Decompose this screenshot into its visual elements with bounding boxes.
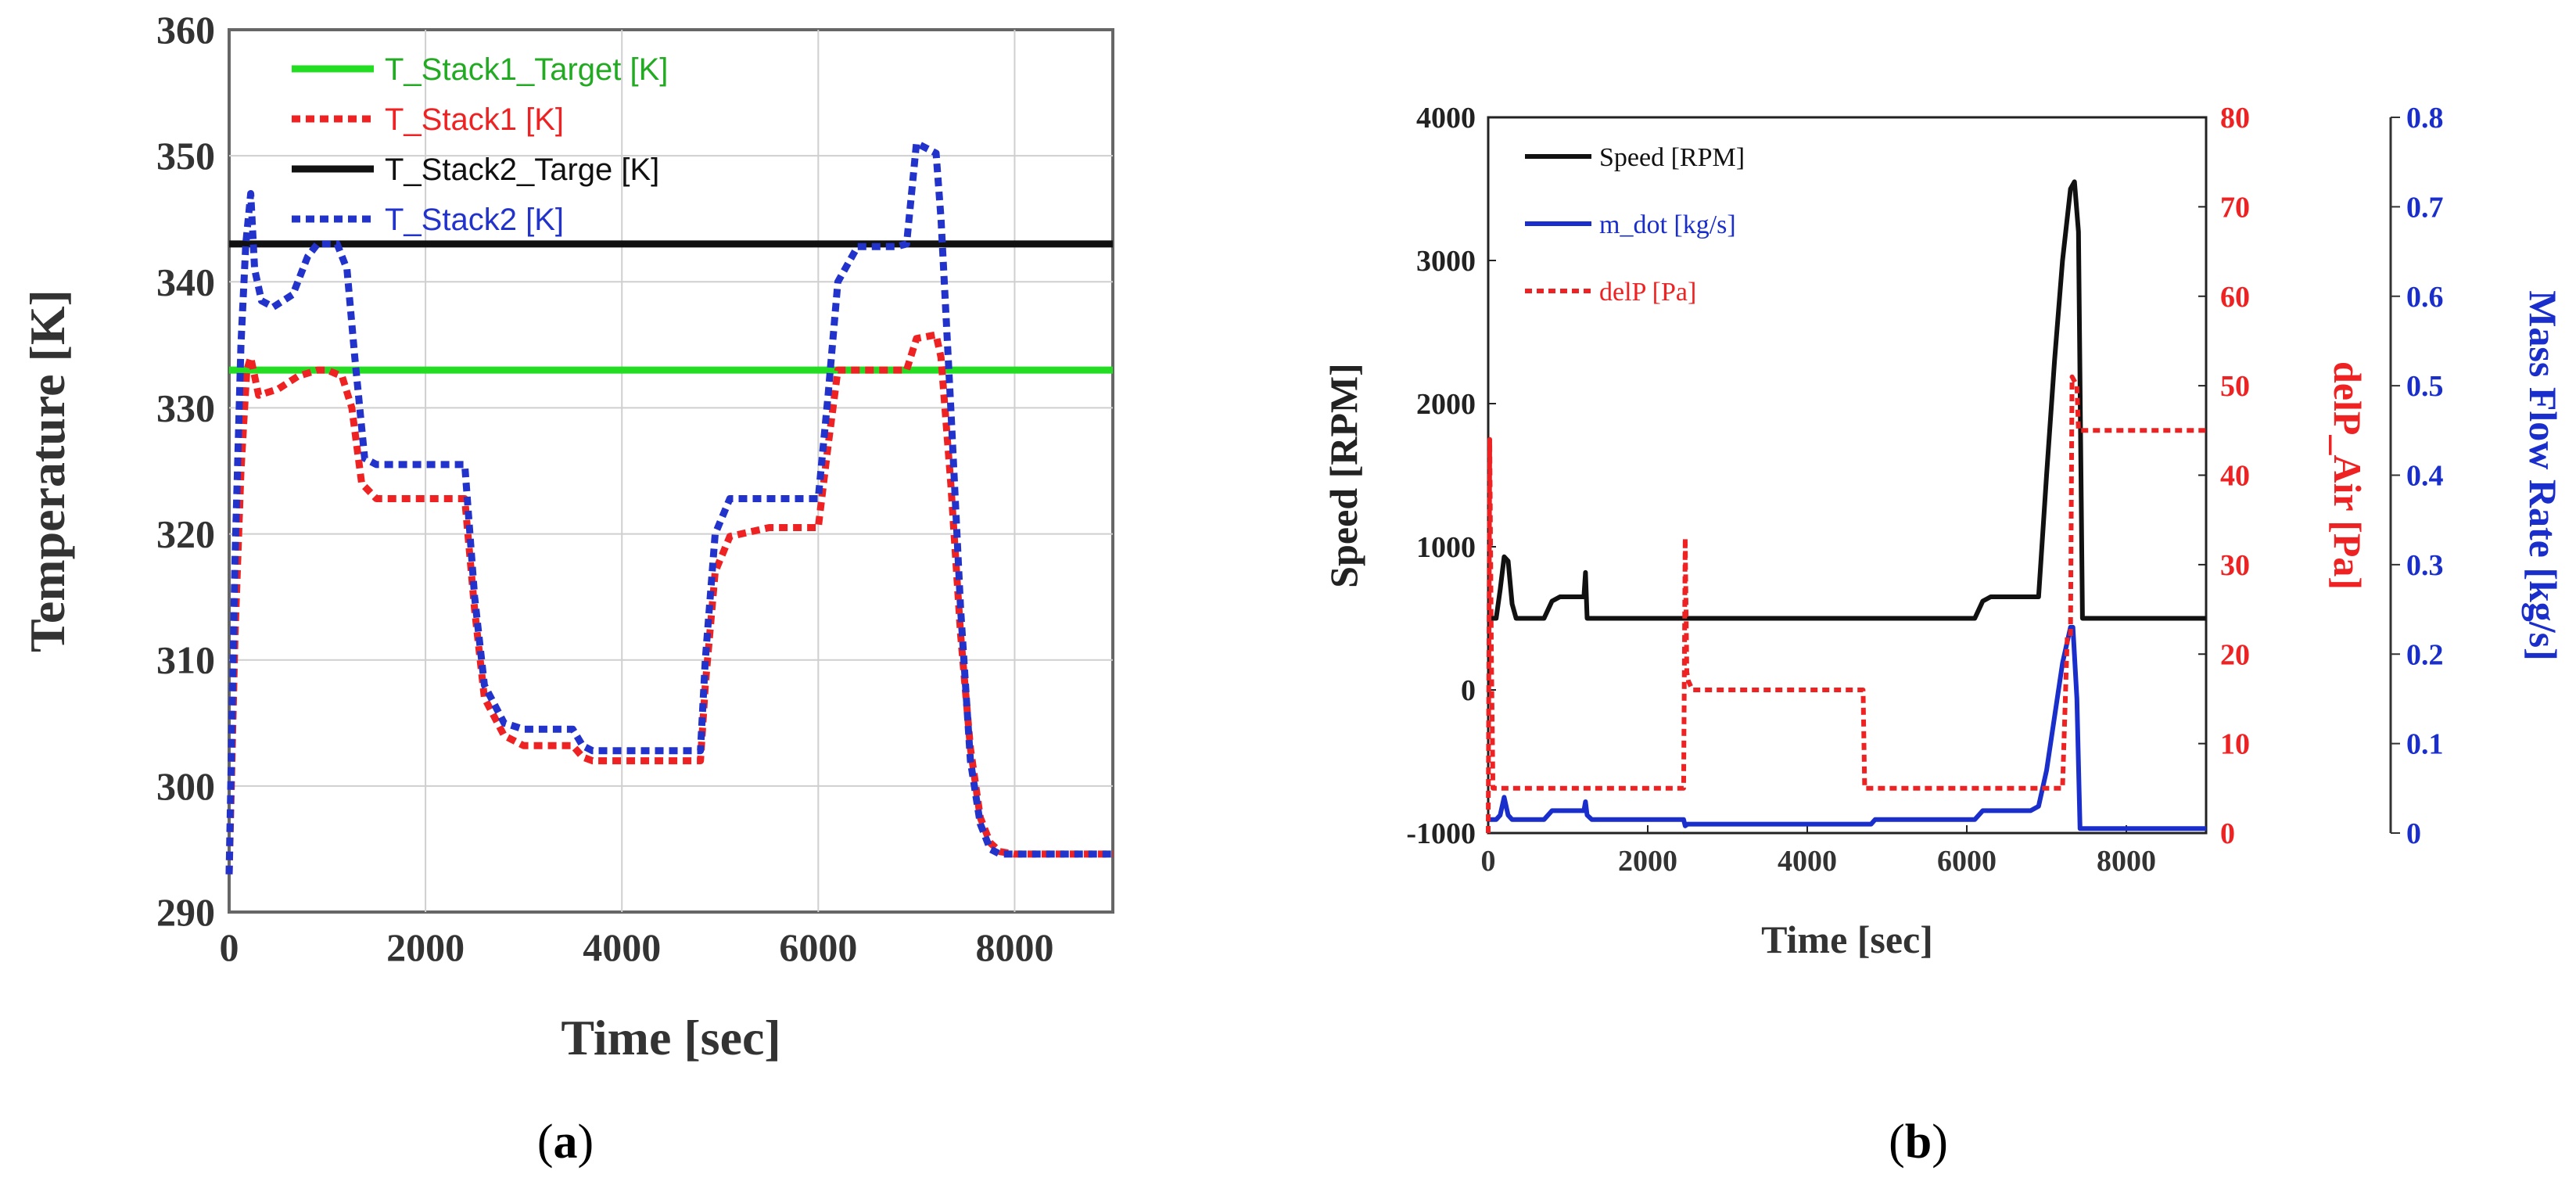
chart-a-xtick-label: 0 bbox=[220, 925, 239, 969]
chart-b-ytick-left-label: 0 bbox=[1461, 674, 1476, 707]
chart-a-ytick-label: 290 bbox=[156, 890, 215, 934]
chart-b-ytick-right1-label: 0 bbox=[2220, 817, 2235, 850]
chart-a-legend-label: T_Stack2_Targe [K] bbox=[385, 153, 659, 187]
chart-a-ytick-label: 330 bbox=[156, 386, 215, 429]
chart-b-ytick-right1-label: 40 bbox=[2220, 460, 2250, 493]
chart-b-ytick-right2-label: 0.6 bbox=[2406, 281, 2444, 314]
chart-b-ytick-right1-label: 80 bbox=[2220, 102, 2250, 135]
chart-a-legend-label: T_Stack1 [K] bbox=[385, 102, 564, 137]
chart-a-xlabel: Time [sec] bbox=[561, 1010, 780, 1065]
chart-b-legend-label: delP [Pa] bbox=[1599, 278, 1696, 307]
chart-b-ytick-right2-label: 0.4 bbox=[2406, 460, 2444, 493]
chart-a-ytick-label: 340 bbox=[156, 260, 215, 303]
chart-a-series-line-4 bbox=[225, 139, 1113, 875]
chart-b-plot-area bbox=[1487, 116, 2208, 835]
chart-b-ylabel-left: Speed [RPM] bbox=[1322, 363, 1365, 587]
chart-a-caption: (a) bbox=[537, 1115, 594, 1169]
chart-b-ytick-right1-label: 50 bbox=[2220, 370, 2250, 403]
chart-b-xtick-label: 8000 bbox=[2097, 845, 2156, 878]
chart-a-plot-area bbox=[228, 28, 1114, 914]
chart-b-caption: (b) bbox=[1889, 1115, 1948, 1169]
chart-b-legend-label: m_dot [kg/s] bbox=[1599, 210, 1736, 239]
chart-a-xtick-label: 2000 bbox=[386, 925, 465, 969]
chart-b-series bbox=[1486, 179, 2206, 834]
chart-b-tick-labels: 0 2000 4000 6000 8000-1000010002000300040000… bbox=[1406, 102, 2443, 878]
chart-b: 0 2000 4000 6000 8000-1000010002000300040000… bbox=[1322, 102, 2565, 1169]
chart-b-series-line-1 bbox=[1488, 179, 2206, 621]
chart-b-ytick-right2-label: 0.7 bbox=[2406, 191, 2444, 224]
chart-b-legend-label: Speed [RPM] bbox=[1599, 143, 1745, 172]
chart-b-series-line-3 bbox=[1486, 374, 2206, 834]
chart-b-ytick-right1-label: 60 bbox=[2220, 281, 2250, 314]
chart-a-tick-labels: 0 2000 4000 6000 8000 290 300 310 320 330 340 350 36… bbox=[156, 8, 1053, 969]
chart-b-ytick-right1-label: 30 bbox=[2220, 549, 2250, 582]
chart-b-xtick-label: 0 bbox=[1481, 845, 1496, 878]
chart-a-gridlines bbox=[229, 30, 1113, 912]
chart-a-legend-label: T_Stack2 [K] bbox=[385, 203, 564, 237]
chart-b-ytick-right2-label: 0.2 bbox=[2406, 638, 2444, 671]
chart-b-ylabel-right2: Mass Flow Rate [kg/s] bbox=[2521, 290, 2565, 661]
chart-b-xtick-label: 6000 bbox=[1937, 845, 1997, 878]
chart-b-legend: Speed [RPM] m_dot [kg/s] delP [Pa] bbox=[1525, 143, 1745, 307]
chart-b-ytick-right2-label: 0.3 bbox=[2406, 549, 2444, 582]
chart-a-ytick-label: 360 bbox=[156, 8, 215, 52]
chart-a-ytick-label: 350 bbox=[156, 134, 215, 178]
chart-b-ytick-right2-label: 0 bbox=[2406, 817, 2421, 850]
chart-a-ylabel: Temperature [K] bbox=[20, 289, 75, 652]
chart-b-ytick-right1-label: 70 bbox=[2220, 191, 2250, 224]
chart-b-ytick-left-label: 4000 bbox=[1416, 102, 1476, 135]
chart-b-ytick-left-label: 2000 bbox=[1416, 388, 1476, 421]
chart-a-xtick-label: 4000 bbox=[583, 925, 661, 969]
chart-b-ytick-left-label: -1000 bbox=[1406, 817, 1476, 850]
chart-a-ytick-label: 320 bbox=[156, 512, 215, 556]
chart-a-series bbox=[225, 139, 1113, 875]
chart-a-ytick-label: 310 bbox=[156, 638, 215, 682]
chart-b-ytick-right1-label: 20 bbox=[2220, 638, 2250, 671]
chart-a: 0 2000 4000 6000 8000 290 300 310 320 330 340 350 36… bbox=[20, 8, 1114, 1169]
chart-a-xtick-label: 6000 bbox=[779, 925, 857, 969]
chart-a-xtick-label: 8000 bbox=[975, 925, 1053, 969]
chart-b-xtick-label: 2000 bbox=[1618, 845, 1677, 878]
chart-a-legend: T_Stack1_Target [K] T_Stack1 [K] T_Stack2_… bbox=[292, 52, 668, 237]
chart-b-ylabel-right1: delP_Air [Pa] bbox=[2326, 361, 2370, 590]
chart-b-ytick-right2-label: 0.8 bbox=[2406, 102, 2444, 135]
chart-b-xtick-label: 4000 bbox=[1778, 845, 1837, 878]
chart-b-ytick-right2-label: 0.5 bbox=[2406, 370, 2444, 403]
chart-a-ytick-label: 300 bbox=[156, 764, 215, 808]
chart-b-ytick-right2-label: 0.1 bbox=[2406, 728, 2444, 761]
chart-b-ytick-left-label: 1000 bbox=[1416, 531, 1476, 564]
chart-b-ytick-right1-label: 10 bbox=[2220, 728, 2250, 761]
chart-b-ytick-left-label: 3000 bbox=[1416, 245, 1476, 278]
chart-b-xlabel: Time [sec] bbox=[1761, 918, 1933, 961]
chart-a-legend-label: T_Stack1_Target [K] bbox=[385, 52, 668, 87]
